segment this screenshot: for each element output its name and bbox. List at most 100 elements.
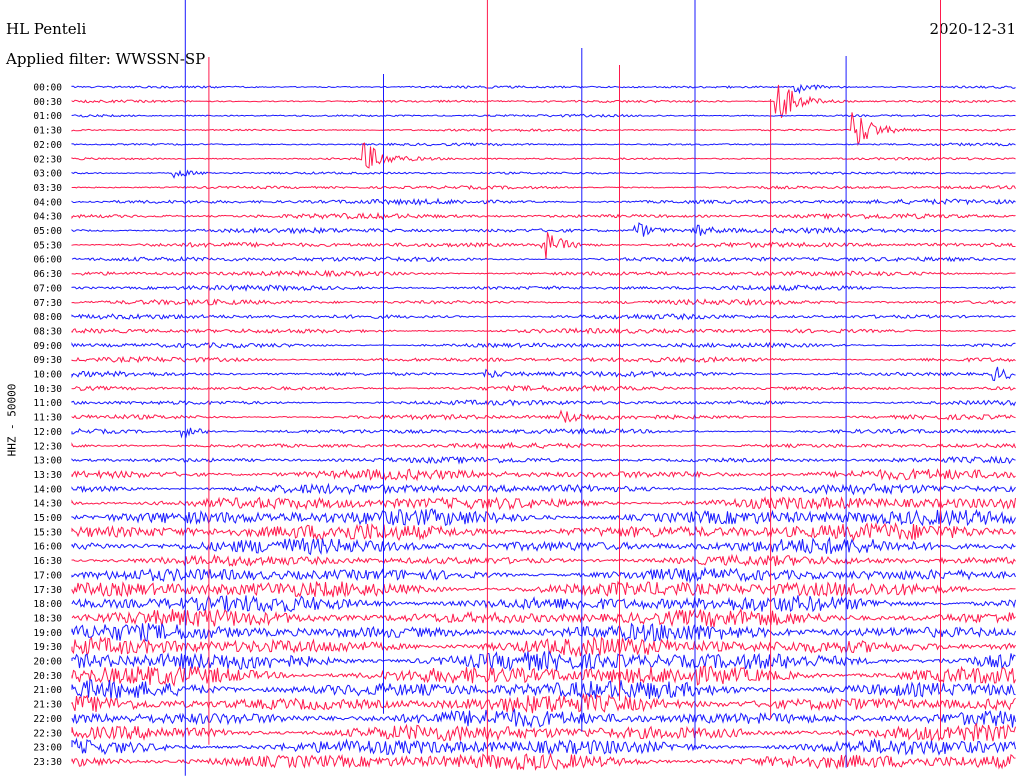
row-time-label: 08:30: [33, 326, 62, 337]
seismic-trace: [71, 366, 1016, 382]
row-time-label: 23:30: [33, 757, 62, 768]
row-time-label: 12:00: [33, 427, 62, 438]
seismic-trace: [71, 84, 1016, 118]
date-label: 2020-12-31: [929, 20, 1016, 38]
row-time-label: 19:30: [33, 642, 62, 653]
row-time-label: 05:00: [33, 226, 62, 237]
row-time-label: 23:00: [33, 743, 62, 754]
row-time-label: 01:00: [33, 111, 62, 122]
row-time-label: 06:00: [33, 255, 62, 266]
seismic-trace: [71, 467, 1016, 482]
row-time-label: 17:30: [33, 585, 62, 596]
seismic-trace: [71, 607, 1016, 628]
seismic-trace: [71, 580, 1016, 598]
seismic-trace: [71, 298, 1016, 306]
seismic-trace: [71, 737, 1016, 756]
seismic-trace: [71, 707, 1016, 729]
row-time-label: 13:00: [33, 456, 62, 467]
row-time-label: 01:30: [33, 126, 62, 137]
row-time-label: 22:00: [33, 714, 62, 725]
seismic-trace: [71, 482, 1016, 496]
seismic-trace: [71, 427, 1016, 439]
row-time-label: 14:00: [33, 484, 62, 495]
row-time-label: 07:30: [33, 298, 62, 309]
seismic-trace: [71, 142, 1016, 169]
seismic-trace: [71, 496, 1016, 511]
row-time-label: 08:00: [33, 312, 62, 323]
seismic-trace: [71, 232, 1016, 260]
seismic-trace: [71, 553, 1016, 567]
seismic-trace: [71, 184, 1016, 191]
seismic-trace: [71, 399, 1016, 407]
row-time-label: 15:00: [33, 513, 62, 524]
row-time-label: 21:30: [33, 700, 62, 711]
row-time-label: 21:00: [33, 685, 62, 696]
row-time-label: 03:00: [33, 169, 62, 180]
row-time-label: 00:30: [33, 97, 62, 108]
seismic-trace: [71, 197, 1016, 206]
row-time-label: 04:00: [33, 197, 62, 208]
seismic-trace: [71, 341, 1016, 349]
seismic-trace: [71, 355, 1016, 364]
seismic-trace: [71, 635, 1016, 658]
seismic-trace: [71, 752, 1016, 771]
row-time-label: 19:00: [33, 628, 62, 639]
row-time-label: 16:00: [33, 542, 62, 553]
seismic-trace: [71, 595, 1016, 613]
seismic-trace: [71, 536, 1016, 556]
seismic-trace: [71, 142, 1016, 147]
seismic-trace: [71, 455, 1016, 465]
seismic-trace: [71, 679, 1016, 700]
row-time-label: 16:30: [33, 556, 62, 567]
seismic-trace: [71, 169, 1016, 179]
row-time-label: 06:30: [33, 269, 62, 280]
seismic-trace: [71, 409, 1016, 423]
row-time-label: 22:30: [33, 728, 62, 739]
row-time-label: 20:30: [33, 671, 62, 682]
seismic-trace: [71, 256, 1016, 263]
seismic-trace: [71, 566, 1016, 584]
row-time-label: 11:00: [33, 398, 62, 409]
seismic-trace: [71, 284, 1016, 292]
row-time-label: 18:00: [33, 599, 62, 610]
seismic-trace: [71, 722, 1016, 742]
row-time-label: 15:30: [33, 527, 62, 538]
seismic-trace: [71, 441, 1016, 450]
seismic-trace: [71, 508, 1016, 527]
seismic-trace: [71, 665, 1016, 687]
row-time-label: 12:30: [33, 441, 62, 452]
seismic-trace: [71, 113, 1016, 118]
row-time-label: 10:30: [33, 384, 62, 395]
row-time-label: 14:30: [33, 499, 62, 510]
seismic-trace: [71, 83, 1016, 95]
seismic-trace: [71, 327, 1016, 335]
row-time-label: 07:00: [33, 283, 62, 294]
row-time-label: 00:00: [33, 83, 62, 94]
row-time-label: 18:30: [33, 613, 62, 624]
row-time-label: 02:00: [33, 140, 62, 151]
station-name: HL Penteli: [6, 20, 87, 38]
seismic-trace: [71, 222, 1016, 237]
row-time-label: 13:30: [33, 470, 62, 481]
seismic-trace: [71, 112, 1016, 147]
seismic-trace: [71, 269, 1016, 278]
row-time-label: 02:30: [33, 154, 62, 165]
row-time-label: 09:30: [33, 355, 62, 366]
row-time-label: 11:30: [33, 413, 62, 424]
seismic-trace: [71, 622, 1016, 643]
seismic-trace: [71, 384, 1016, 393]
row-time-label: 09:00: [33, 341, 62, 352]
seismic-trace: [71, 521, 1016, 542]
seismic-trace: [71, 692, 1016, 714]
row-time-label: 04:30: [33, 212, 62, 223]
row-time-label: 20:00: [33, 657, 62, 668]
row-time-label: 03:30: [33, 183, 62, 194]
seismic-trace: [71, 650, 1016, 672]
seismic-trace: [71, 313, 1016, 321]
filter-label: Applied filter: WWSSN-SP: [6, 50, 206, 68]
row-time-label: 10:00: [33, 370, 62, 381]
row-time-label: 17:00: [33, 570, 62, 581]
seismic-trace: [71, 211, 1016, 220]
row-time-label: 05:30: [33, 240, 62, 251]
